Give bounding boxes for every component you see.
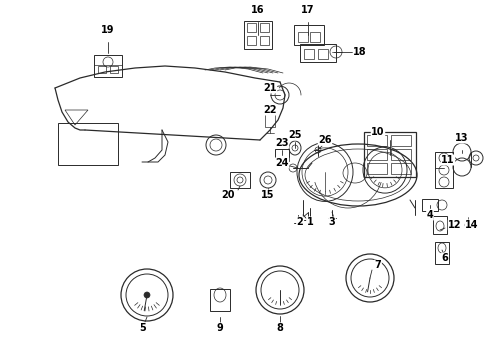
Ellipse shape bbox=[144, 292, 150, 298]
Text: 18: 18 bbox=[353, 47, 367, 57]
Bar bbox=[391, 135, 411, 146]
Text: 26: 26 bbox=[318, 135, 332, 145]
Bar bbox=[275, 149, 289, 161]
Bar bbox=[435, 242, 449, 264]
Text: 19: 19 bbox=[101, 25, 115, 35]
Bar bbox=[435, 152, 453, 188]
Text: 23: 23 bbox=[275, 138, 289, 148]
Bar bbox=[230, 172, 250, 188]
Bar bbox=[210, 289, 230, 311]
Text: 24: 24 bbox=[275, 158, 289, 168]
Bar bbox=[391, 163, 411, 174]
Text: 25: 25 bbox=[288, 130, 302, 140]
Text: 15: 15 bbox=[261, 190, 275, 200]
Text: 2: 2 bbox=[296, 217, 303, 227]
Bar bbox=[260, 36, 269, 45]
Bar bbox=[304, 49, 314, 59]
Bar bbox=[300, 44, 336, 62]
Bar bbox=[58, 123, 118, 165]
Text: 17: 17 bbox=[301, 5, 315, 15]
Bar bbox=[310, 32, 320, 42]
Text: 6: 6 bbox=[441, 253, 448, 263]
Text: 13: 13 bbox=[455, 133, 469, 143]
Bar bbox=[318, 49, 328, 59]
Bar bbox=[260, 23, 269, 32]
Bar bbox=[244, 21, 272, 49]
Bar bbox=[265, 109, 275, 127]
Bar bbox=[110, 66, 118, 73]
Bar bbox=[367, 163, 387, 174]
Bar bbox=[364, 132, 416, 177]
Bar bbox=[298, 32, 308, 42]
Text: 4: 4 bbox=[427, 210, 433, 220]
Text: 21: 21 bbox=[263, 83, 277, 93]
Text: 20: 20 bbox=[221, 190, 235, 200]
Text: 7: 7 bbox=[375, 260, 381, 270]
Text: 10: 10 bbox=[371, 127, 385, 137]
Bar bbox=[294, 25, 324, 45]
Bar bbox=[247, 36, 256, 45]
Text: 8: 8 bbox=[276, 323, 283, 333]
Text: 12: 12 bbox=[448, 220, 462, 230]
Bar bbox=[433, 216, 447, 234]
Text: 11: 11 bbox=[441, 155, 455, 165]
Bar bbox=[367, 135, 387, 146]
Bar bbox=[94, 55, 122, 77]
Bar bbox=[247, 23, 256, 32]
Text: 22: 22 bbox=[263, 105, 277, 115]
Bar bbox=[422, 199, 438, 211]
Text: 16: 16 bbox=[251, 5, 265, 15]
Text: 3: 3 bbox=[329, 217, 335, 227]
Bar bbox=[367, 149, 387, 160]
Bar bbox=[98, 66, 106, 73]
Text: 14: 14 bbox=[465, 220, 479, 230]
Text: 9: 9 bbox=[217, 323, 223, 333]
Text: 1: 1 bbox=[307, 217, 314, 227]
Bar bbox=[391, 149, 411, 160]
Text: 5: 5 bbox=[140, 323, 147, 333]
